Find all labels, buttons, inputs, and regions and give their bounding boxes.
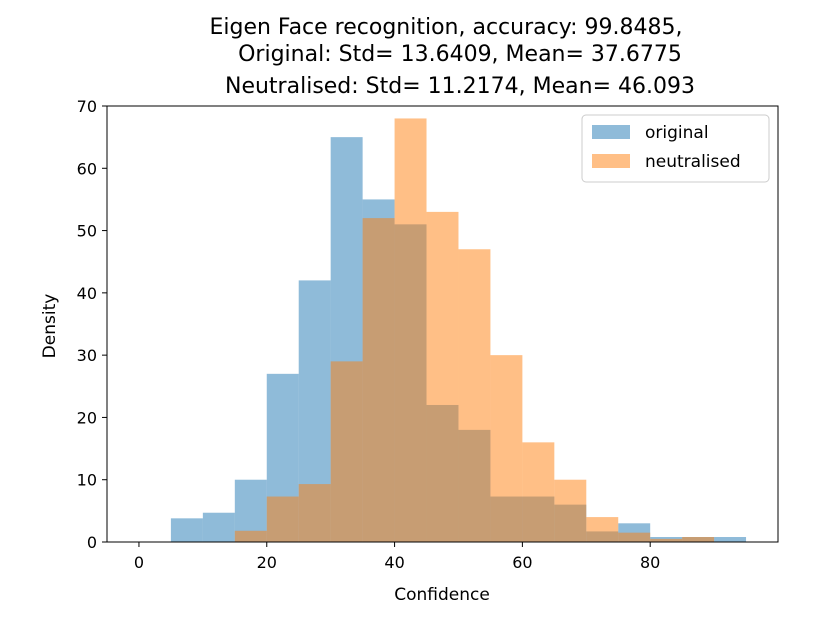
bar-neutralised-3 [330, 361, 363, 542]
x-axis-ticks: 0 20 40 60 80 [134, 542, 660, 572]
bar-neutralised-11 [586, 517, 619, 542]
title-line-3: Neutralised: Std= 11.2174, Mean= 46.093 [225, 74, 695, 99]
legend-swatch-original [592, 125, 630, 139]
legend-label-original: original [645, 123, 709, 143]
bar-neutralised-12 [618, 532, 651, 542]
bars-layer [170, 118, 747, 543]
bar-neutralised-5 [394, 118, 427, 542]
y-tick-label-0: 0 [87, 533, 97, 552]
bar-original-0 [170, 518, 203, 542]
x-tick-label-0: 0 [134, 553, 144, 572]
bar-original-17 [714, 537, 747, 542]
bar-neutralised-4 [362, 218, 395, 542]
y-tick-label-7: 70 [77, 97, 97, 116]
y-tick-label-6: 60 [77, 159, 97, 178]
bar-neutralised-13 [650, 538, 683, 542]
x-tick-label-4: 80 [640, 553, 660, 572]
y-tick-label-3: 30 [77, 346, 97, 365]
bar-neutralised-7 [458, 249, 491, 542]
y-axis-label: Density [40, 294, 60, 359]
x-tick-label-2: 40 [384, 553, 404, 572]
bar-neutralised-9 [522, 442, 555, 542]
y-tick-label-1: 10 [77, 471, 97, 490]
y-axis-ticks: 0 10 20 30 40 50 60 70 [77, 97, 107, 552]
bar-neutralised-10 [554, 479, 587, 542]
plot-frame [106, 105, 779, 543]
title-line-2: Original: Std= 13.6409, Mean= 37.6775 [238, 42, 682, 67]
x-axis-label: Confidence [394, 585, 490, 605]
chart-title: Eigen Face recognition, accuracy: 99.848… [209, 15, 695, 99]
y-tick-label-4: 40 [77, 284, 97, 303]
title-line-1: Eigen Face recognition, accuracy: 99.848… [209, 15, 682, 40]
x-tick-label-3: 60 [512, 553, 532, 572]
bar-neutralised-8 [490, 355, 523, 542]
y-tick-label-5: 50 [77, 222, 97, 241]
legend-label-neutralised: neutralised [645, 152, 741, 172]
bar-neutralised-0 [234, 530, 267, 542]
bar-neutralised-14 [682, 537, 715, 542]
bar-neutralised-1 [266, 496, 299, 542]
bar-original-1 [202, 512, 235, 542]
x-tick-label-1: 20 [257, 553, 277, 572]
bar-neutralised-2 [298, 484, 331, 542]
legend-swatch-neutralised [592, 154, 630, 168]
bar-neutralised-6 [426, 211, 459, 542]
y-tick-label-2: 20 [77, 408, 97, 427]
legend: original neutralised [581, 114, 770, 183]
